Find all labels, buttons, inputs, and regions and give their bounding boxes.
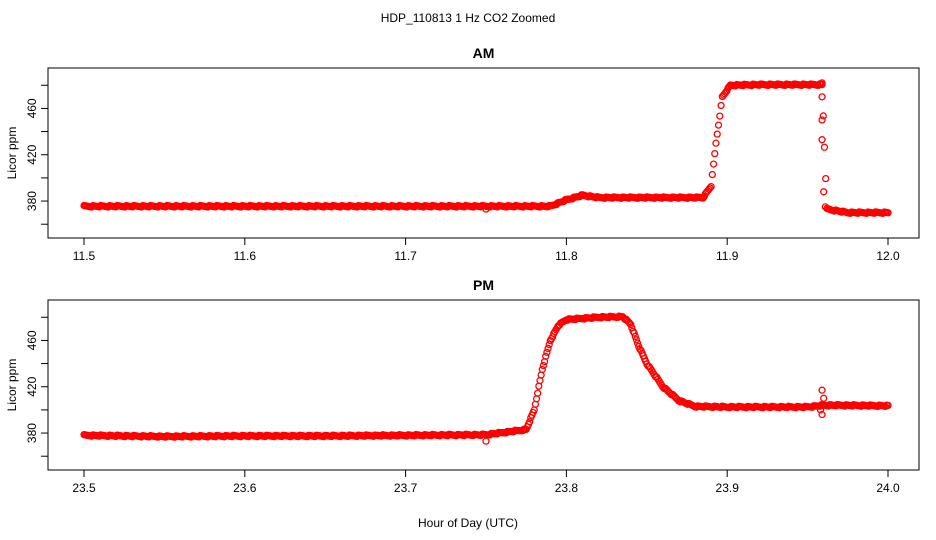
x-tick-label: 11.7	[394, 249, 417, 263]
y-axis-title: Licor ppm	[5, 359, 19, 412]
data-point	[709, 160, 718, 168]
x-tick-label: 12.0	[876, 249, 900, 263]
data-point	[884, 401, 892, 410]
x-tick-label: 11.8	[555, 249, 578, 263]
series-points	[80, 312, 892, 445]
data-point	[706, 184, 714, 192]
data-point	[627, 320, 635, 329]
data-point	[708, 170, 716, 179]
figure-title: HDP_110813 1 Hz CO2 Zoomed	[381, 11, 556, 25]
x-axis-title: Hour of Day (UTC)	[418, 516, 518, 530]
y-tick-label: 380	[25, 423, 39, 443]
x-tick-label: 24.0	[876, 481, 900, 495]
series-points	[80, 79, 892, 218]
panels: AM 11.5 11.6 11.7 11.8 11.9 12.0 380 420 460 Licor…	[5, 45, 920, 495]
outlier-point	[816, 406, 825, 414]
data-point	[630, 329, 638, 337]
panel-title: PM	[473, 277, 494, 293]
y-tick-label: 380	[25, 191, 39, 211]
outlier-point	[818, 136, 826, 144]
y-tick-label: 420	[25, 376, 39, 396]
plot-frame	[47, 299, 920, 471]
data-point	[542, 352, 550, 360]
data-point	[525, 418, 534, 426]
y-axis-title: Licor ppm	[5, 127, 19, 180]
y-tick-label: 420	[25, 144, 39, 164]
x-tick-label: 23.9	[716, 481, 740, 495]
data-point	[713, 130, 721, 138]
data-point	[717, 101, 725, 110]
data-point	[716, 112, 724, 120]
data-point	[631, 332, 639, 341]
panel-pm: PM 23.5 23.6 23.7 23.8 23.9 24.0 380 420 460 Licor…	[5, 277, 920, 495]
y-tick-label: 460	[25, 98, 39, 118]
data-point	[632, 336, 641, 344]
panel-title: AM	[473, 45, 495, 61]
outlier-point	[818, 116, 826, 124]
x-tick-label: 11.5	[73, 249, 96, 263]
data-point	[543, 348, 551, 356]
x-tick-label: 11.6	[234, 249, 257, 263]
outlier-point	[818, 93, 826, 101]
data-point	[711, 149, 719, 158]
x-tick-label: 11.9	[716, 249, 739, 263]
data-point	[707, 182, 715, 191]
x-tick-label: 23.7	[394, 481, 418, 495]
data-point	[884, 209, 892, 217]
outlier-point	[818, 79, 826, 87]
outlier-point	[820, 394, 828, 402]
data-point	[633, 339, 642, 347]
data-point	[534, 389, 542, 397]
panel-am: AM 11.5 11.6 11.7 11.8 11.9 12.0 380 420 460 Licor…	[5, 45, 920, 263]
x-tick-label: 23.5	[72, 481, 96, 495]
outlier-point	[818, 386, 826, 394]
x-tick-label: 23.8	[555, 481, 579, 495]
outlier-point	[482, 205, 490, 213]
outlier-point	[821, 203, 829, 211]
data-point	[714, 121, 723, 129]
y-tick-label: 460	[25, 330, 39, 350]
x-tick-label: 23.6	[233, 481, 257, 495]
outlier-point	[818, 410, 826, 419]
data-point	[822, 174, 830, 183]
data-point	[712, 139, 720, 147]
data-point	[538, 365, 546, 374]
plot-frame	[47, 67, 920, 239]
outlier-point	[482, 437, 490, 445]
outlier-point	[820, 188, 828, 196]
data-point	[544, 344, 552, 353]
data-point	[820, 143, 829, 151]
data-point	[539, 361, 548, 370]
data-point	[819, 112, 827, 120]
